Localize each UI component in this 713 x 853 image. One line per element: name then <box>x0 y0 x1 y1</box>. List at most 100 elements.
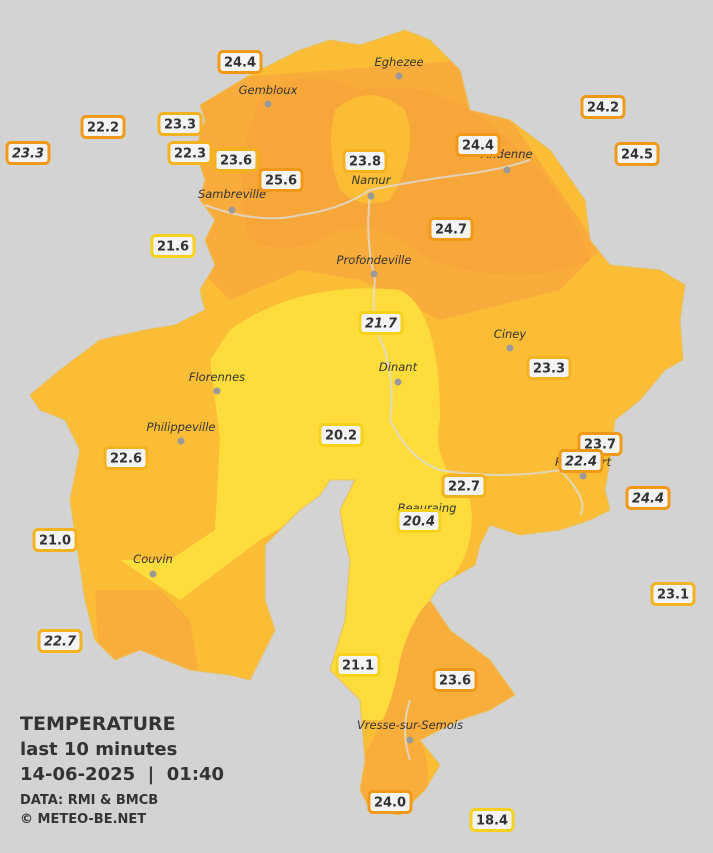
city-label: Philippeville <box>147 420 216 434</box>
station-box <box>32 528 78 552</box>
city-label: Namur <box>352 173 392 187</box>
station-value: 24.2 <box>587 101 619 116</box>
station-value: 25.6 <box>265 174 297 189</box>
station: 18.4 <box>469 808 515 832</box>
station-box <box>614 142 660 166</box>
station: 23.8 <box>342 149 388 173</box>
station-box <box>318 423 364 447</box>
city-label: Sambreville <box>198 187 266 201</box>
station-value: 23.6 <box>220 154 252 169</box>
station: 22.7 <box>441 474 487 498</box>
station: 22.2 <box>80 115 126 139</box>
station: 23.3 <box>526 356 572 380</box>
station-box <box>526 356 572 380</box>
station-box <box>258 168 304 192</box>
station: 23.1 <box>650 582 696 606</box>
city-dot <box>579 472 587 480</box>
station-box <box>469 808 515 832</box>
station: 24.4 <box>455 133 501 157</box>
city-label: Florennes <box>189 370 245 384</box>
river-meuse-lesse <box>367 194 584 516</box>
station-box <box>558 449 604 473</box>
station-box <box>441 474 487 498</box>
city-dot <box>213 387 221 395</box>
station-box <box>396 509 442 533</box>
city-label: Eghezee <box>374 55 423 69</box>
station-box <box>213 148 259 172</box>
zone-south <box>350 600 520 815</box>
station-box <box>432 668 478 692</box>
legend-source: DATA: RMI & BMCB <box>20 793 158 808</box>
legend-datetime: 14-06-2025 | 01:40 <box>20 764 224 785</box>
river-sambre-meuse <box>204 159 531 220</box>
station: 22.4 <box>558 449 604 473</box>
station-box <box>80 115 126 139</box>
station-box <box>580 95 626 119</box>
station-value: 24.0 <box>374 796 406 811</box>
station: 23.6 <box>432 668 478 692</box>
station-box <box>428 217 474 241</box>
city-dot <box>370 270 378 278</box>
station-value: 23.7 <box>584 438 616 453</box>
station-box <box>358 311 404 335</box>
station-value: 24.5 <box>621 148 653 163</box>
station-box <box>5 141 51 165</box>
legend-copyright: © METEO-BE.NET <box>20 812 146 827</box>
station-box <box>342 149 388 173</box>
city-label: Ciney <box>494 327 527 341</box>
station: 23.3 <box>157 112 203 136</box>
station: 24.2 <box>580 95 626 119</box>
station-value: 18.4 <box>476 814 508 829</box>
city-dot <box>264 100 272 108</box>
river-semois <box>404 699 411 761</box>
station: 21.7 <box>358 311 404 335</box>
zone-yellow <box>120 288 472 720</box>
stations: 24.4 22.2 23.3 23.3 22.3 23.6 25.6 23.8 24.4 24.2… <box>5 50 696 832</box>
station-value: 24.7 <box>435 223 467 238</box>
station-box <box>167 141 213 165</box>
city-dot <box>149 570 157 578</box>
city-label: Dinant <box>379 360 418 374</box>
station: 21.0 <box>32 528 78 552</box>
station-value: 21.0 <box>39 534 71 549</box>
station-value: 21.7 <box>365 317 398 332</box>
station: 20.2 <box>318 423 364 447</box>
station-value: 22.7 <box>44 635 77 650</box>
station-box <box>150 234 196 258</box>
station-value: 21.1 <box>342 659 374 674</box>
station-value: 20.4 <box>403 515 435 530</box>
station-value: 23.6 <box>439 674 471 689</box>
station-box <box>650 582 696 606</box>
rivers <box>204 159 584 761</box>
station: 24.4 <box>217 50 263 74</box>
city-dot <box>395 72 403 80</box>
station-value: 22.7 <box>448 480 480 495</box>
station: 23.3 <box>5 141 51 165</box>
station-value: 24.4 <box>462 139 494 154</box>
city-dot <box>177 437 185 445</box>
station-box <box>335 653 381 677</box>
city-dot <box>503 166 511 174</box>
zone-dark-orange <box>242 77 590 275</box>
station-box <box>367 790 413 814</box>
station-value: 21.6 <box>157 240 189 255</box>
city-dot <box>228 206 236 214</box>
station: 21.6 <box>150 234 196 258</box>
station-value: 23.8 <box>349 155 381 170</box>
legend-title: TEMPERATURE <box>20 713 176 735</box>
station: 24.5 <box>614 142 660 166</box>
station-value: 23.3 <box>164 118 196 133</box>
city-dot <box>406 736 414 744</box>
station-value: 23.1 <box>657 588 689 603</box>
station-value: 24.4 <box>224 56 256 71</box>
station-box <box>103 446 149 470</box>
station: 24.4 <box>625 486 671 510</box>
legend-subtitle: last 10 minutes <box>20 739 177 760</box>
station: 22.7 <box>37 629 83 653</box>
station-box <box>455 133 501 157</box>
station: 22.6 <box>103 446 149 470</box>
station: 23.6 <box>213 148 259 172</box>
station-box <box>37 629 83 653</box>
